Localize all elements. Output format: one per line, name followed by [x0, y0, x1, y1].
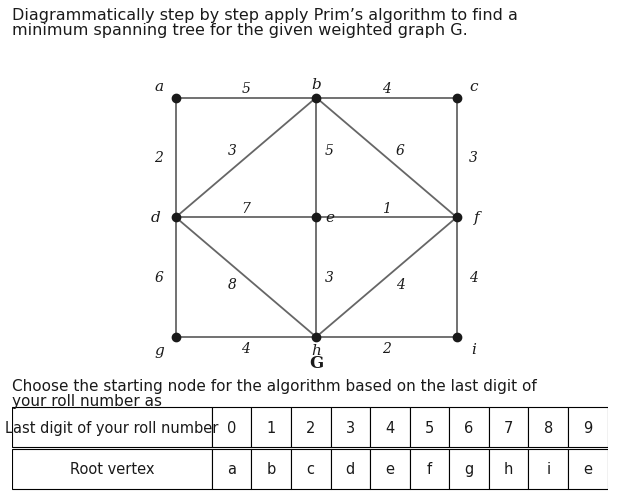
Text: i: i: [546, 461, 551, 476]
Text: 6: 6: [464, 420, 474, 435]
Text: 4: 4: [382, 82, 391, 96]
Text: e: e: [326, 211, 335, 225]
Text: 0: 0: [227, 420, 236, 435]
Bar: [450, 449, 489, 489]
Text: Diagrammatically step by step apply Prim’s algorithm to find a: Diagrammatically step by step apply Prim…: [12, 8, 518, 23]
Bar: [251, 408, 291, 447]
Text: your roll number as: your roll number as: [12, 393, 162, 408]
Text: a: a: [154, 80, 164, 93]
Text: 1: 1: [267, 420, 276, 435]
Bar: [12, 449, 212, 489]
Text: 3: 3: [324, 271, 334, 285]
Text: 6: 6: [396, 144, 405, 158]
Bar: [212, 449, 251, 489]
Text: 4: 4: [469, 271, 478, 285]
Bar: [212, 408, 251, 447]
Bar: [489, 408, 528, 447]
Bar: [410, 449, 449, 489]
Text: 8: 8: [544, 420, 553, 435]
Text: 5: 5: [425, 420, 434, 435]
Text: 5: 5: [242, 82, 250, 96]
Text: i: i: [471, 342, 476, 356]
Text: 9: 9: [583, 420, 593, 435]
Bar: [410, 408, 449, 447]
Bar: [291, 449, 330, 489]
Text: 4: 4: [385, 420, 394, 435]
Bar: [528, 408, 568, 447]
Text: 6: 6: [154, 271, 163, 285]
Text: minimum spanning tree for the given weighted graph G.: minimum spanning tree for the given weig…: [12, 23, 468, 38]
Text: d: d: [151, 211, 161, 225]
Text: 1: 1: [382, 201, 391, 215]
Text: c: c: [307, 461, 315, 476]
Text: b: b: [267, 461, 276, 476]
Text: 3: 3: [346, 420, 355, 435]
Text: 7: 7: [504, 420, 513, 435]
Text: 3: 3: [469, 151, 478, 165]
Bar: [291, 408, 330, 447]
Text: 2: 2: [154, 151, 163, 165]
Text: g: g: [464, 461, 474, 476]
Text: 2: 2: [306, 420, 316, 435]
Text: 3: 3: [228, 144, 236, 158]
Text: 8: 8: [228, 278, 236, 292]
Text: b: b: [311, 78, 321, 92]
Text: f: f: [427, 461, 432, 476]
Bar: [450, 408, 489, 447]
Text: a: a: [227, 461, 236, 476]
Text: h: h: [311, 344, 321, 357]
Text: G: G: [309, 354, 323, 371]
Text: f: f: [474, 211, 479, 225]
Bar: [12, 408, 212, 447]
Text: d: d: [346, 461, 355, 476]
Text: 4: 4: [242, 341, 250, 355]
Text: c: c: [469, 80, 478, 93]
Bar: [568, 408, 608, 447]
Bar: [528, 449, 568, 489]
Text: 2: 2: [382, 341, 391, 355]
Bar: [568, 449, 608, 489]
Bar: [330, 449, 370, 489]
Text: Choose the starting node for the algorithm based on the last digit of: Choose the starting node for the algorit…: [12, 378, 537, 393]
Text: Last digit of your roll number: Last digit of your roll number: [6, 420, 219, 435]
Bar: [370, 408, 410, 447]
Text: e: e: [583, 461, 592, 476]
Bar: [251, 449, 291, 489]
Bar: [370, 449, 410, 489]
Text: 7: 7: [242, 201, 250, 215]
Text: g: g: [154, 344, 164, 357]
Text: 5: 5: [324, 144, 334, 158]
Text: 4: 4: [396, 278, 405, 292]
Text: e: e: [386, 461, 394, 476]
Text: Root vertex: Root vertex: [70, 461, 154, 476]
Bar: [330, 408, 370, 447]
Bar: [489, 449, 528, 489]
Text: h: h: [504, 461, 513, 476]
